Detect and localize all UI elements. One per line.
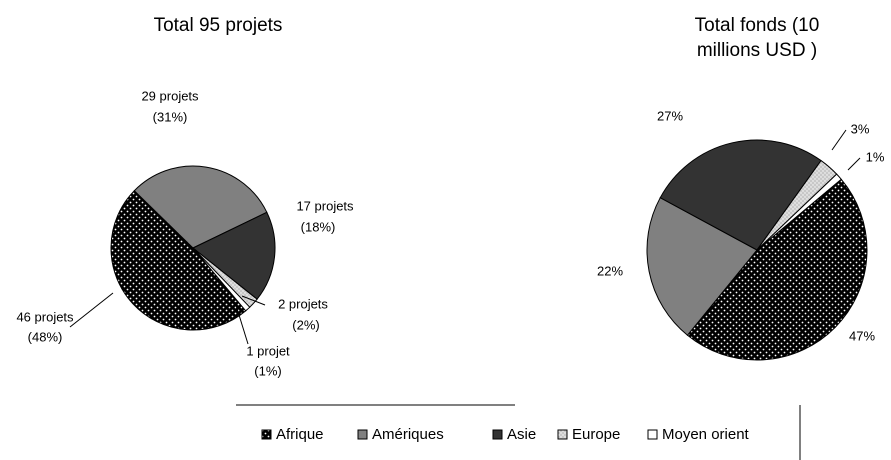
leader-line xyxy=(847,157,861,171)
chart-title: Total 95 projets xyxy=(154,15,283,36)
pie-slice xyxy=(133,165,268,249)
legend-swatch xyxy=(492,429,503,440)
legend-label: Afrique xyxy=(276,426,324,443)
pie-slice xyxy=(192,247,251,312)
data-label: 1% xyxy=(866,149,885,164)
data-label: 3% xyxy=(851,121,870,136)
pie-slice xyxy=(659,139,822,251)
legend-label: Asie xyxy=(507,426,536,443)
leader-line xyxy=(69,292,114,328)
legend-swatch xyxy=(647,429,658,440)
data-label: (18%) xyxy=(301,219,336,234)
data-label: (48%) xyxy=(28,329,63,344)
data-label: 2 projets xyxy=(278,296,328,311)
data-label: 46 projets xyxy=(16,309,74,324)
pie-slice xyxy=(192,211,276,300)
data-label: 27% xyxy=(657,108,683,123)
pie-slice xyxy=(756,173,842,251)
data-label: 22% xyxy=(597,263,623,278)
data-label: (2%) xyxy=(292,317,319,332)
chart-title: millions USD ) xyxy=(697,40,817,61)
legend-swatch xyxy=(261,429,272,440)
legend-label: Moyen orient xyxy=(662,426,750,443)
pie-slice xyxy=(686,178,868,361)
pie-slice xyxy=(646,197,758,336)
legend-swatch xyxy=(357,429,368,440)
data-label: 47% xyxy=(849,328,875,343)
chart-title: Total fonds (10 xyxy=(695,15,820,36)
data-label: 1 projet xyxy=(246,343,290,358)
leader-line xyxy=(234,301,249,345)
data-label: (1%) xyxy=(254,363,281,378)
pie-slice xyxy=(110,190,247,331)
leader-line xyxy=(241,295,266,306)
data-label: 17 projets xyxy=(296,198,354,213)
legend-swatch xyxy=(557,429,568,440)
leader-line xyxy=(831,129,847,151)
data-label: 29 projets xyxy=(141,88,199,103)
data-label: (31%) xyxy=(153,109,188,124)
legend-label: Europe xyxy=(572,426,620,443)
legend-label: Amériques xyxy=(372,426,444,443)
